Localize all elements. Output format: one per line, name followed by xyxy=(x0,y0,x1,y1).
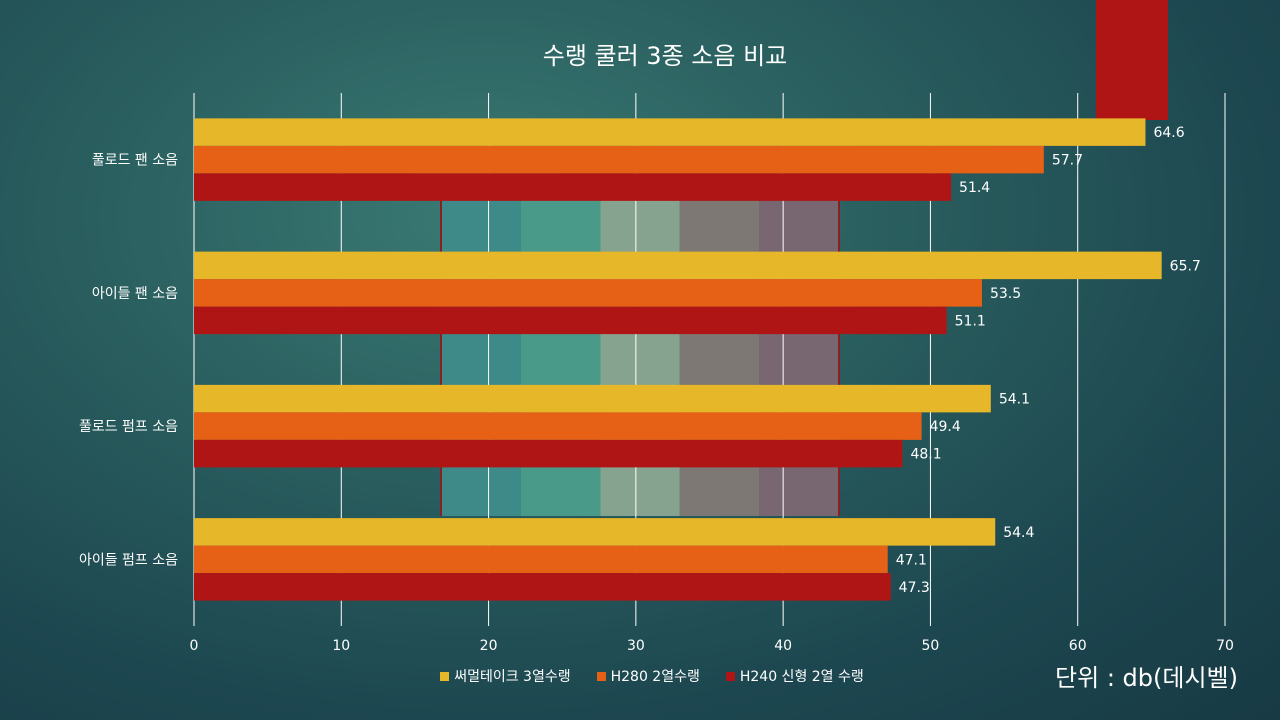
legend-swatch xyxy=(725,671,735,681)
bar xyxy=(194,545,888,574)
data-label: 47.1 xyxy=(896,552,927,568)
bar xyxy=(194,573,891,601)
data-label: 54.4 xyxy=(1003,525,1034,541)
data-label: 57.7 xyxy=(1052,153,1083,169)
legend-swatch xyxy=(440,671,450,681)
data-label: 49.4 xyxy=(930,419,961,435)
bar xyxy=(194,518,996,546)
legend-label: 써멀테이크 3열수랭 xyxy=(454,669,571,685)
data-label: 48.1 xyxy=(910,447,941,463)
x-tick-label: 60 xyxy=(1069,638,1087,654)
data-label: 65.7 xyxy=(1170,258,1201,274)
category-label: 아이들 팬 소음 xyxy=(92,286,178,302)
bar xyxy=(194,384,991,413)
legend: 써멀테이크 3열수랭 H280 2열수랭 H240 신형 2열 수랭 xyxy=(0,666,1280,686)
legend-label: H240 신형 2열 수랭 xyxy=(739,669,864,685)
legend-item: 써멀테이크 3열수랭 xyxy=(440,666,571,686)
bar xyxy=(194,145,1044,174)
legend-label: H280 2열수랭 xyxy=(610,669,700,685)
data-label: 51.1 xyxy=(955,313,986,329)
x-tick-label: 0 xyxy=(190,638,199,654)
data-label: 64.6 xyxy=(1153,125,1184,141)
x-axis-ticks: 0 10 20 30 40 50 60 70 xyxy=(190,638,1234,654)
unit-note: 단위 : db(데시벨) xyxy=(1055,664,1238,692)
bar xyxy=(194,306,947,335)
bar xyxy=(194,439,903,468)
data-label: 47.3 xyxy=(899,580,930,596)
x-tick-label: 50 xyxy=(922,638,940,654)
bar xyxy=(194,251,1162,280)
x-tick-label: 40 xyxy=(774,638,792,654)
bar xyxy=(194,173,952,201)
category-label: 풀로드 팬 소음 xyxy=(92,153,178,169)
bar xyxy=(194,412,922,440)
chart-title: 수랭 쿨러 3종 소음 비교 xyxy=(542,42,788,70)
legend-item: H240 신형 2열 수랭 xyxy=(725,666,864,686)
x-tick-label: 20 xyxy=(480,638,498,654)
x-tick-label: 30 xyxy=(627,638,645,654)
category-label: 아이들 펌프 소음 xyxy=(79,552,178,568)
data-label: 54.1 xyxy=(999,392,1030,408)
legend-swatch xyxy=(596,671,606,681)
data-label: 53.5 xyxy=(990,286,1021,302)
bar xyxy=(194,118,1146,146)
x-tick-label: 70 xyxy=(1216,638,1234,654)
category-label: 풀로드 펌프 소음 xyxy=(79,419,178,435)
legend-item: H280 2열수랭 xyxy=(596,666,700,686)
background-red-bar xyxy=(1096,0,1168,120)
x-tick-label: 10 xyxy=(332,638,350,654)
bars xyxy=(194,118,1162,601)
data-label: 51.4 xyxy=(959,180,990,196)
bar xyxy=(194,279,982,307)
value-labels: 64.6 57.7 51.4 65.7 53.551.1 54.1 49.4 48.1 54.4… xyxy=(896,125,1201,596)
